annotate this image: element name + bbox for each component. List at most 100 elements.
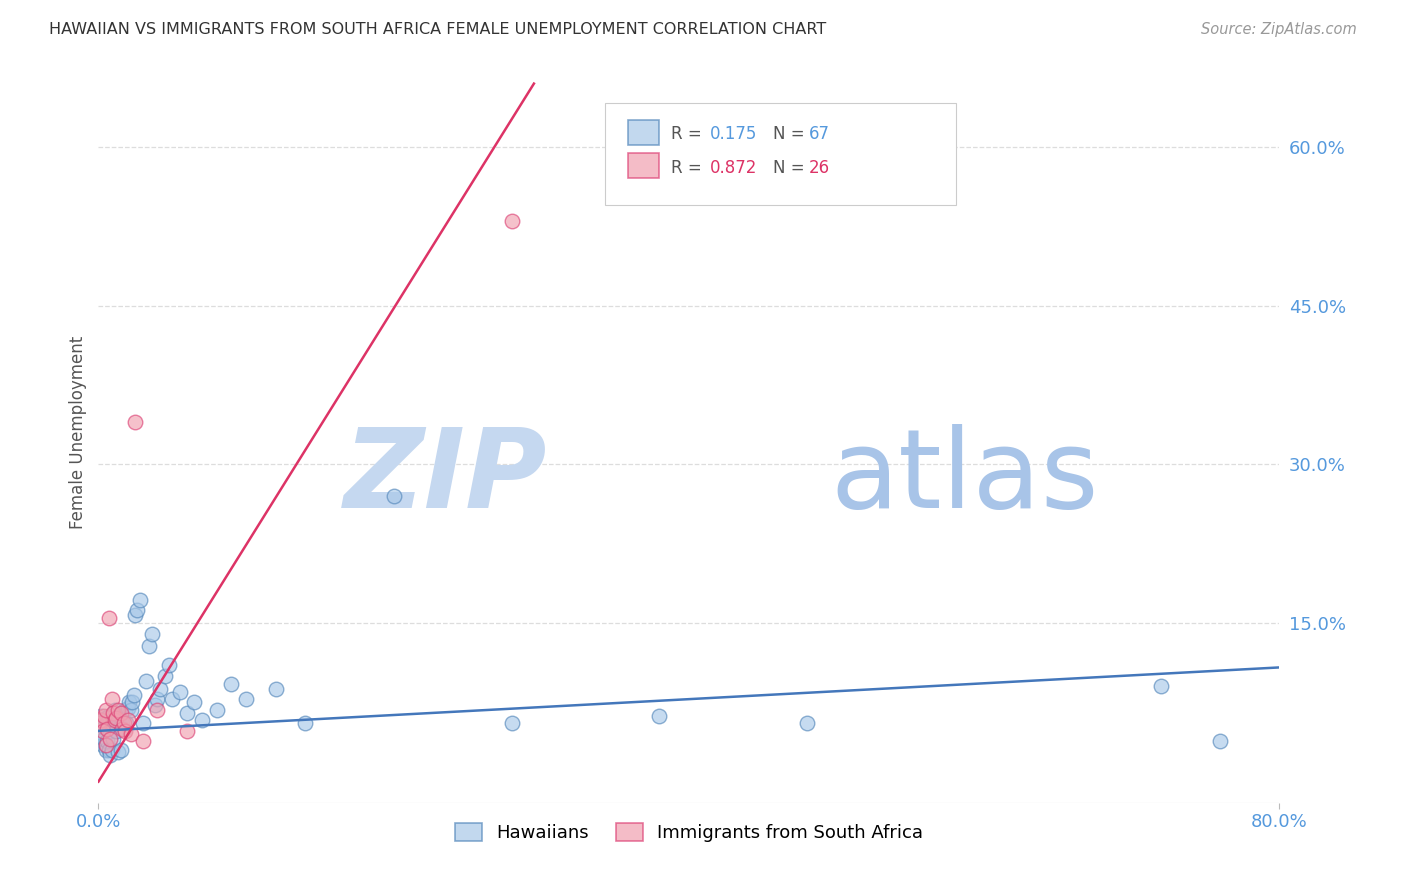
Point <box>115 716 138 731</box>
Point <box>114 703 136 717</box>
Point <box>96 716 118 731</box>
Point <box>146 703 169 717</box>
Point <box>149 681 172 696</box>
Point <box>97 709 120 723</box>
Point <box>183 695 205 709</box>
Point <box>90 722 112 736</box>
Point <box>117 700 139 714</box>
Point <box>112 722 135 736</box>
Point <box>97 611 120 625</box>
Point <box>100 743 122 757</box>
Point <box>221 677 243 691</box>
Point <box>132 716 155 731</box>
Point <box>132 734 155 748</box>
Point <box>93 720 115 734</box>
Point <box>89 716 111 731</box>
Point <box>90 714 112 728</box>
Point <box>104 703 127 717</box>
Text: Source: ZipAtlas.com: Source: ZipAtlas.com <box>1201 22 1357 37</box>
Point <box>103 714 125 728</box>
Point <box>124 415 146 429</box>
Point <box>128 592 150 607</box>
Point <box>111 716 134 731</box>
Point <box>146 692 169 706</box>
Point <box>94 738 117 752</box>
Point <box>91 727 114 741</box>
Point <box>169 685 191 699</box>
Point <box>98 732 121 747</box>
Point <box>91 723 114 738</box>
Point <box>122 688 145 702</box>
Point <box>94 711 117 725</box>
Point <box>264 681 287 696</box>
Point <box>98 723 121 738</box>
Text: 0.175: 0.175 <box>710 125 758 143</box>
Point <box>110 706 132 720</box>
Point <box>191 714 214 728</box>
Point <box>138 640 160 654</box>
Point <box>235 692 257 706</box>
Point <box>153 669 176 683</box>
Text: atlas: atlas <box>831 424 1099 531</box>
Point <box>382 489 405 503</box>
Text: R =: R = <box>671 159 707 177</box>
Point <box>91 714 114 728</box>
Point <box>121 695 143 709</box>
Point <box>110 706 132 720</box>
Point <box>111 722 134 736</box>
Point <box>104 714 127 728</box>
Point <box>501 214 523 228</box>
Point <box>143 698 166 713</box>
Point <box>114 723 136 738</box>
Point <box>110 743 132 757</box>
Point <box>105 723 128 738</box>
Point <box>103 706 125 720</box>
Point <box>117 714 139 728</box>
Text: 67: 67 <box>808 125 830 143</box>
Point <box>94 703 117 717</box>
Point <box>94 743 117 757</box>
Point <box>100 716 122 731</box>
Point <box>98 748 121 763</box>
Point <box>294 716 316 731</box>
Point <box>96 734 118 748</box>
Point <box>105 711 128 725</box>
Legend: Hawaiians, Immigrants from South Africa: Hawaiians, Immigrants from South Africa <box>447 815 931 849</box>
Point <box>89 723 111 738</box>
Point <box>162 692 183 706</box>
Point <box>90 709 112 723</box>
Point <box>112 716 135 731</box>
Point <box>205 703 228 717</box>
Point <box>135 674 157 689</box>
Point <box>501 716 523 731</box>
Point <box>107 745 129 759</box>
Point <box>120 727 142 741</box>
Point <box>90 734 112 748</box>
Text: R =: R = <box>671 125 707 143</box>
Point <box>107 703 129 717</box>
Point <box>141 626 163 640</box>
Text: 0.872: 0.872 <box>710 159 758 177</box>
Point <box>648 709 671 723</box>
Point <box>796 716 818 731</box>
Point <box>93 709 115 723</box>
Text: ZIP: ZIP <box>343 424 547 531</box>
Text: 26: 26 <box>808 159 830 177</box>
Point <box>118 695 141 709</box>
Point <box>176 706 198 720</box>
Text: N =: N = <box>773 159 810 177</box>
Text: N =: N = <box>773 125 810 143</box>
Point <box>91 738 114 752</box>
Point <box>120 703 142 717</box>
Point <box>157 658 180 673</box>
Point <box>100 692 122 706</box>
Point <box>176 723 198 738</box>
Point <box>97 743 120 757</box>
Point <box>107 711 129 725</box>
Point <box>93 732 115 747</box>
Point <box>89 716 111 731</box>
Point <box>125 603 148 617</box>
Point <box>94 738 117 752</box>
Point <box>1150 680 1173 694</box>
Point <box>124 607 146 622</box>
